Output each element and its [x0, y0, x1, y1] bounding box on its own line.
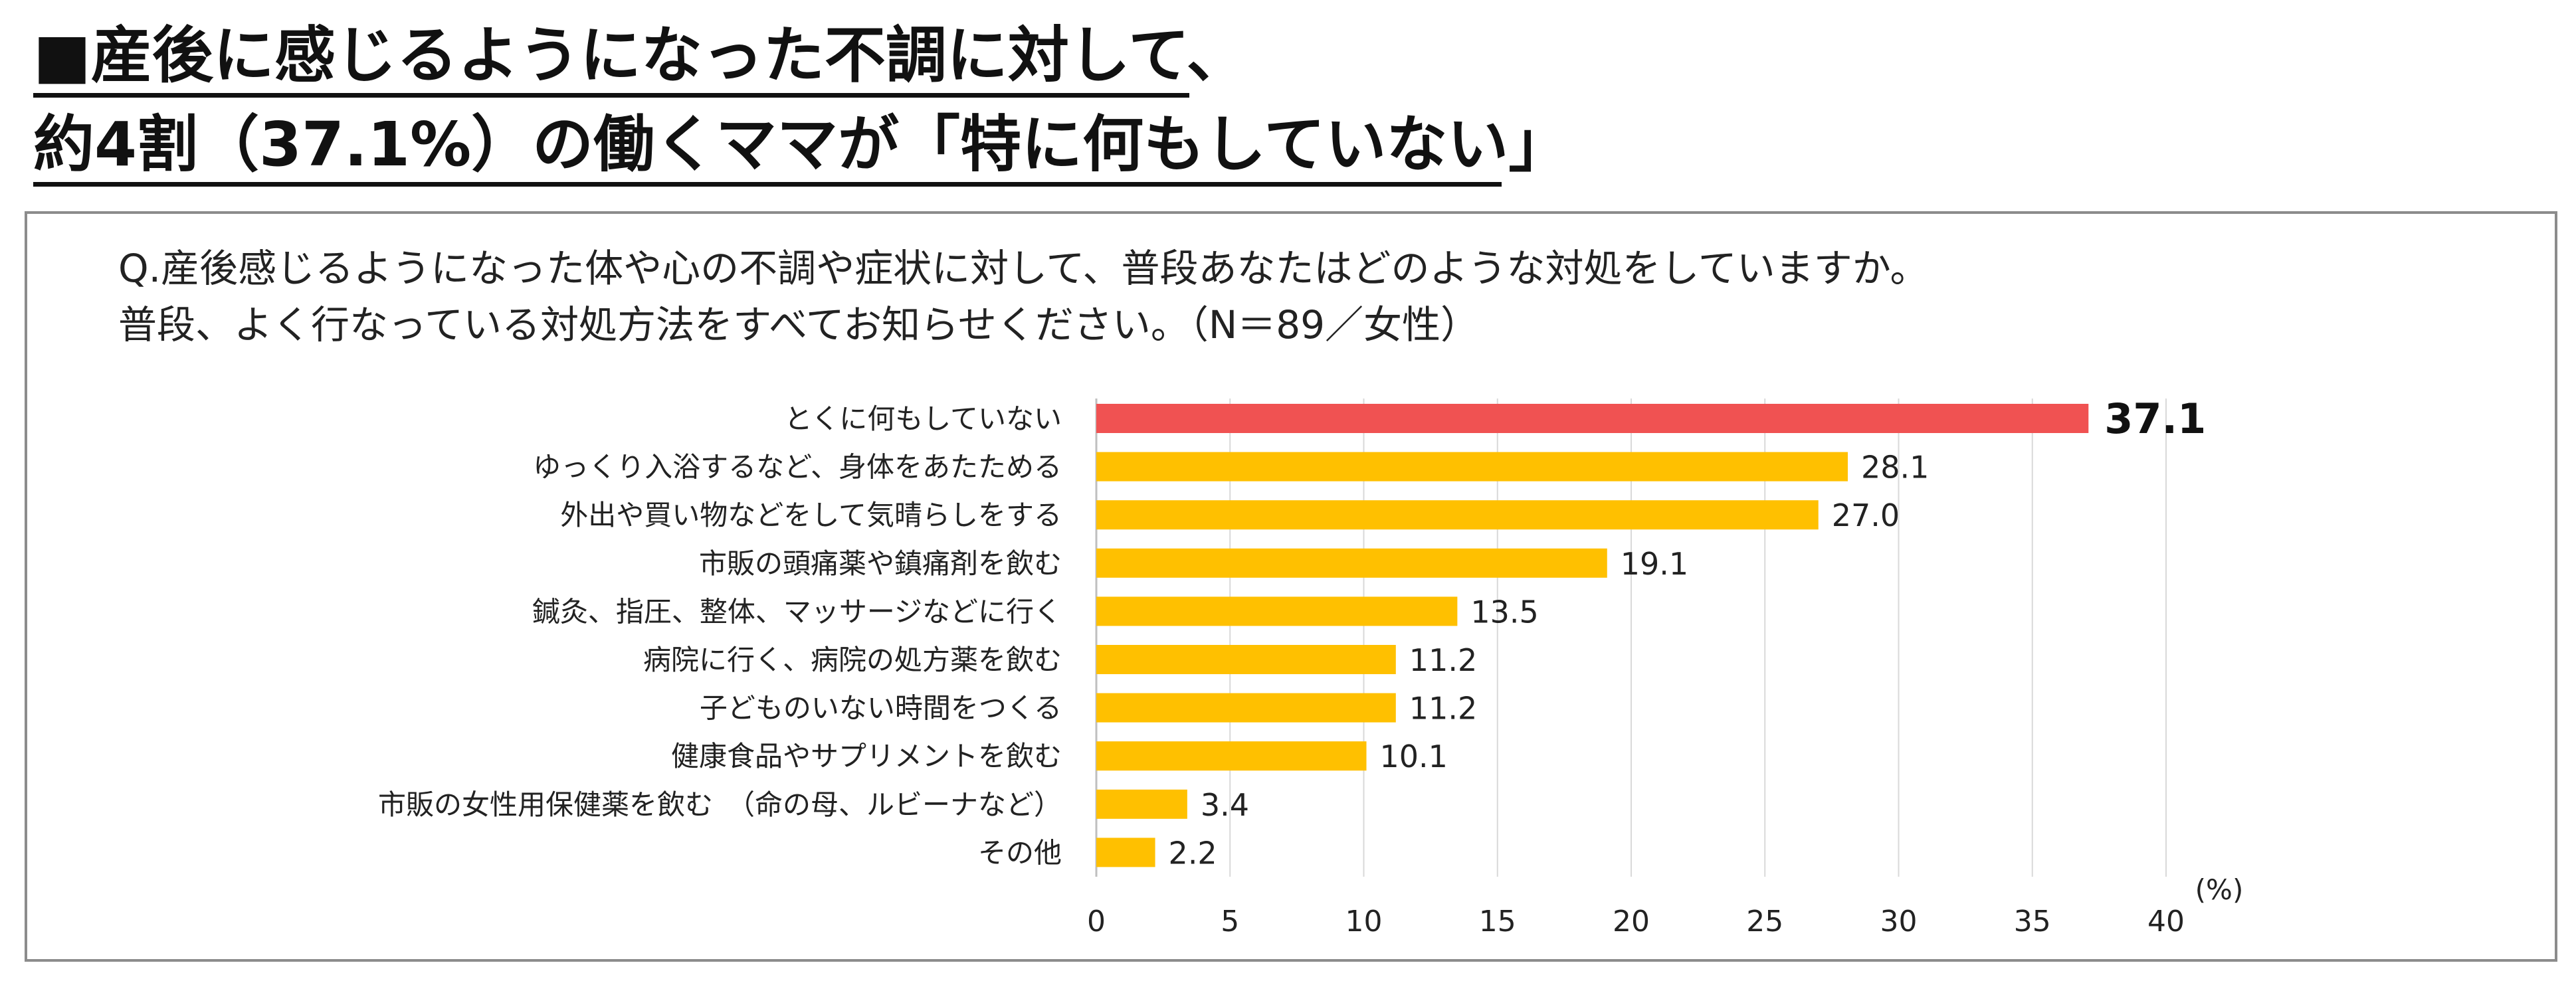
category-label: 子どものいない時間をつくる [700, 692, 1062, 725]
headline-underline-1 [33, 93, 1189, 98]
category-label: 鍼灸、指圧、整体、マッサージなどに行く [532, 595, 1062, 628]
x-tick-label: 0 [1087, 905, 1106, 938]
bar [1096, 789, 1187, 819]
category-label: ゆっくり入浴するなど、身体をあたためる [533, 451, 1062, 484]
bar [1096, 548, 1607, 578]
bar [1096, 596, 1458, 626]
bar-layer [1096, 404, 2089, 867]
x-tick-label: 20 [1613, 905, 1650, 938]
category-label: 市販の女性用保健薬を飲む （命の母、ルビーナなど） [378, 788, 1062, 821]
x-tick-label: 35 [2014, 905, 2051, 938]
data-label: 11.2 [1409, 691, 1477, 727]
category-label: その他 [978, 836, 1062, 869]
data-label: 10.1 [1380, 739, 1448, 774]
label-layer: 0 5 10 15 20 25 30 35 40 とくに何もしていない 37.1 ゆっくり入浴するなど… [378, 395, 2206, 938]
x-tick-label: 15 [1479, 905, 1516, 938]
data-label: 2.2 [1169, 835, 1217, 871]
bar-highlight [1096, 404, 2089, 433]
headline-underline-2 [33, 182, 1502, 187]
category-label: 病院に行く、病院の処方薬を飲む [643, 644, 1062, 676]
bar [1096, 645, 1396, 674]
data-label: 13.5 [1470, 594, 1538, 630]
question-line-1: Q.産後感じるようになった体や心の不調や症状に対して、普段あなたはどのような対処… [118, 246, 1929, 291]
bar [1096, 452, 1848, 482]
data-label: 27.0 [1832, 497, 1900, 533]
x-tick-label: 30 [1880, 905, 1918, 938]
category-label: 健康食品やサプリメントを飲む [671, 740, 1062, 772]
x-tick-label: 10 [1345, 905, 1383, 938]
unit-label: (%) [2195, 873, 2244, 906]
chart-panel [25, 211, 2557, 962]
x-tick-label: 25 [1746, 905, 1783, 938]
category-label: 外出や買い物などをして気晴らしをする [560, 499, 1062, 531]
bar [1096, 741, 1367, 771]
bar [1096, 693, 1396, 723]
data-label: 11.2 [1409, 642, 1477, 678]
category-label: 市販の頭痛薬や鎮痛剤を飲む [699, 547, 1062, 580]
bar [1096, 500, 1819, 530]
data-label: 37.1 [2104, 395, 2206, 443]
x-tick-label: 40 [2147, 905, 2185, 938]
question-line-2: 普段、よく行なっている対処方法をすべてお知らせください。（N＝89／女性） [118, 302, 1480, 347]
bar [1096, 838, 1155, 867]
x-tick-label: 5 [1221, 905, 1239, 938]
headline-line-1: ■産後に感じるようになった不調に対して、 [33, 20, 1248, 91]
headline-line-2: 約4割（37.1%）の働くママが「特に何もしていない」 [33, 109, 1570, 180]
category-label: とくに何もしていない [785, 402, 1062, 435]
data-label: 28.1 [1861, 450, 1929, 486]
data-label: 3.4 [1201, 787, 1249, 823]
data-label: 19.1 [1621, 546, 1688, 582]
